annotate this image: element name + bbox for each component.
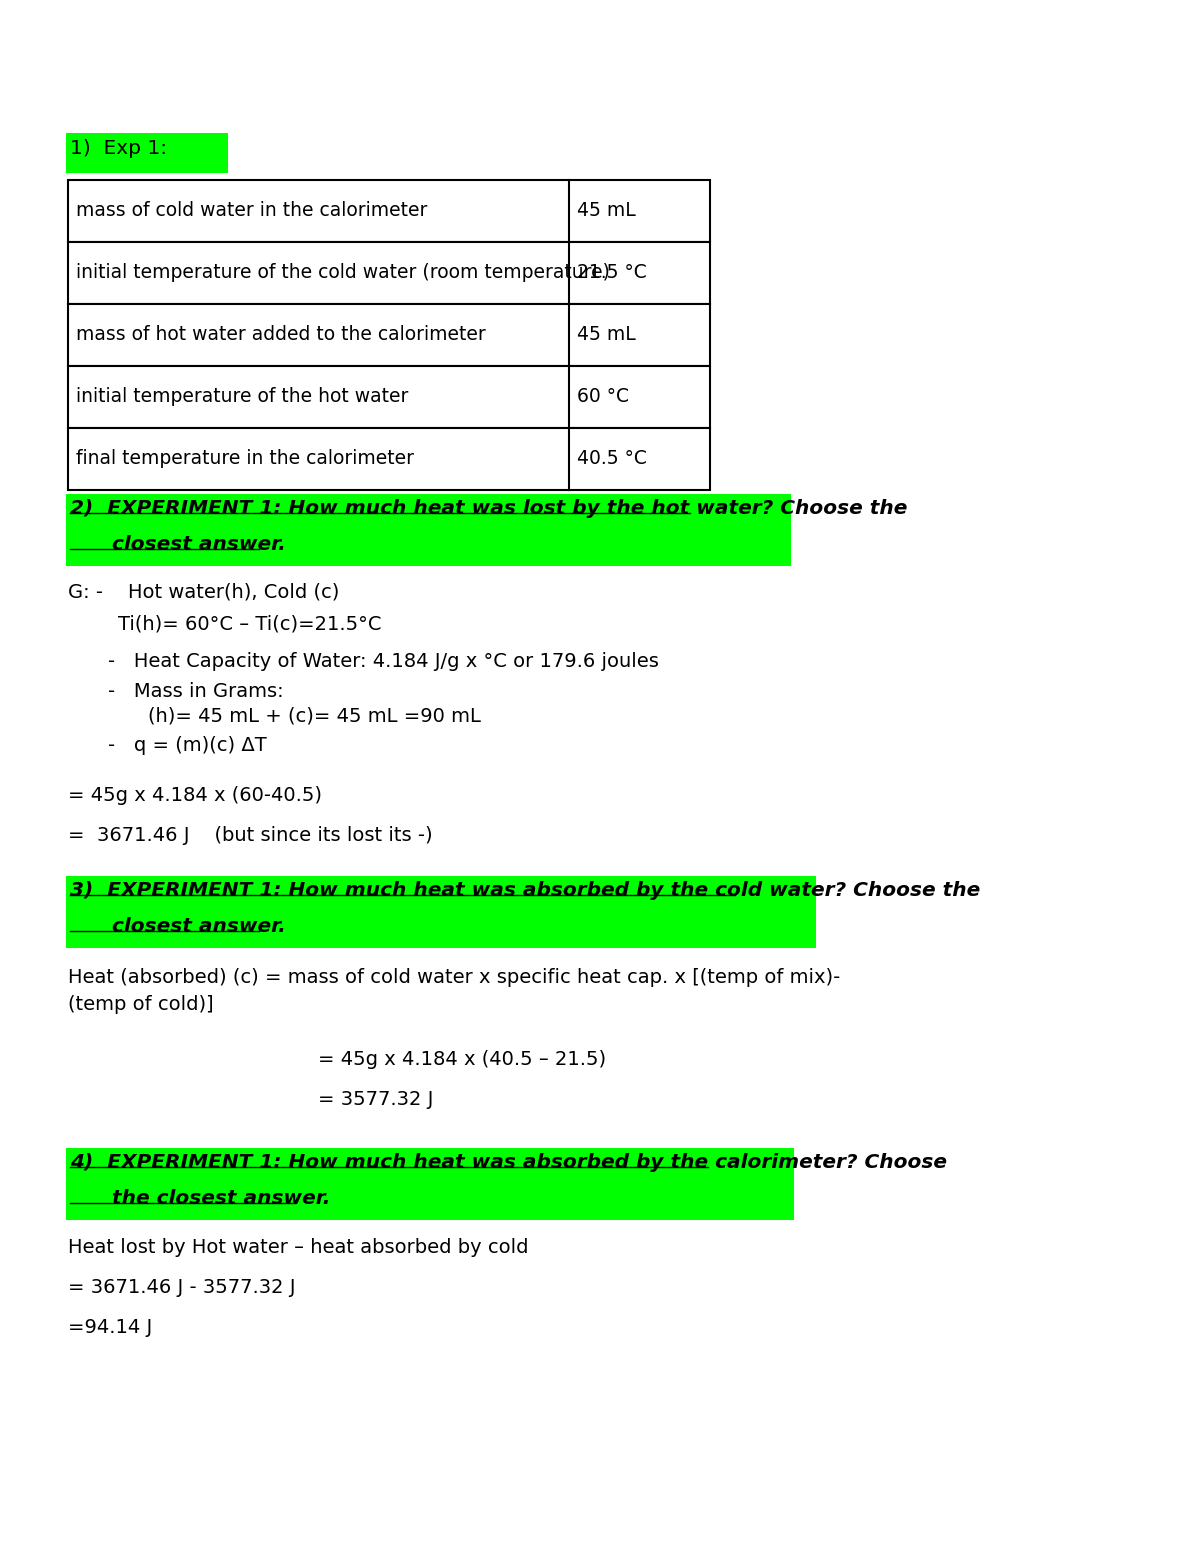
Bar <box>68 242 710 304</box>
Bar <box>68 304 710 367</box>
Text: =94.14 J: =94.14 J <box>68 1318 152 1337</box>
Text: 60 °C: 60 °C <box>577 388 629 407</box>
Text: Heat lost by Hot water – heat absorbed by cold: Heat lost by Hot water – heat absorbed b… <box>68 1238 528 1256</box>
Text: = 3577.32 J: = 3577.32 J <box>318 1090 433 1109</box>
Text: = 45g x 4.184 x (60-40.5): = 45g x 4.184 x (60-40.5) <box>68 786 322 804</box>
Text: Ti(h)= 60°C – Ti(c)=21.5°C: Ti(h)= 60°C – Ti(c)=21.5°C <box>118 613 382 634</box>
Text: 45 mL: 45 mL <box>577 202 636 221</box>
Text: 21.5 °C: 21.5 °C <box>577 264 647 283</box>
Text: G: -    Hot water(h), Cold (c): G: - Hot water(h), Cold (c) <box>68 582 340 601</box>
Text: = 45g x 4.184 x (40.5 – 21.5): = 45g x 4.184 x (40.5 – 21.5) <box>318 1050 606 1068</box>
Bar <box>66 494 791 565</box>
Text: closest answer.: closest answer. <box>70 918 286 936</box>
Text: = 3671.46 J - 3577.32 J: = 3671.46 J - 3577.32 J <box>68 1278 295 1297</box>
Text: mass of hot water added to the calorimeter: mass of hot water added to the calorimet… <box>76 326 486 345</box>
Text: =  3671.46 J    (but since its lost its -): = 3671.46 J (but since its lost its -) <box>68 826 433 845</box>
Text: Heat (absorbed) (c) = mass of cold water x specific heat cap. x [(temp of mix)-: Heat (absorbed) (c) = mass of cold water… <box>68 968 840 988</box>
Text: initial temperature of the hot water: initial temperature of the hot water <box>76 388 408 407</box>
Text: closest answer.: closest answer. <box>70 536 286 554</box>
Text: initial temperature of the cold water (room temperature): initial temperature of the cold water (r… <box>76 264 610 283</box>
Text: -   Heat Capacity of Water: 4.184 J/g x °C or 179.6 joules: - Heat Capacity of Water: 4.184 J/g x °C… <box>108 652 659 671</box>
Text: the closest answer.: the closest answer. <box>70 1190 330 1208</box>
Text: 2)  EXPERIMENT 1: How much heat was lost by the hot water? Choose the: 2) EXPERIMENT 1: How much heat was lost … <box>70 500 907 519</box>
Bar <box>68 429 710 491</box>
Text: -   q = (m)(c) ΔT: - q = (m)(c) ΔT <box>108 736 266 755</box>
Bar <box>66 1148 794 1221</box>
Text: 40.5 °C: 40.5 °C <box>577 449 647 469</box>
Bar <box>68 180 710 242</box>
Text: final temperature in the calorimeter: final temperature in the calorimeter <box>76 449 414 469</box>
Text: 45 mL: 45 mL <box>577 326 636 345</box>
Text: 1)  Exp 1:: 1) Exp 1: <box>70 140 167 158</box>
Text: -   Mass in Grams:: - Mass in Grams: <box>108 682 283 700</box>
Bar <box>66 134 228 172</box>
Bar <box>68 367 710 429</box>
Bar <box>66 876 816 947</box>
Text: 4)  EXPERIMENT 1: How much heat was absorbed by the calorimeter? Choose: 4) EXPERIMENT 1: How much heat was absor… <box>70 1154 947 1173</box>
Text: 3)  EXPERIMENT 1: How much heat was absorbed by the cold water? Choose the: 3) EXPERIMENT 1: How much heat was absor… <box>70 882 980 901</box>
Text: mass of cold water in the calorimeter: mass of cold water in the calorimeter <box>76 202 427 221</box>
Text: (h)= 45 mL + (c)= 45 mL =90 mL: (h)= 45 mL + (c)= 45 mL =90 mL <box>148 707 481 725</box>
Text: (temp of cold)]: (temp of cold)] <box>68 995 214 1014</box>
